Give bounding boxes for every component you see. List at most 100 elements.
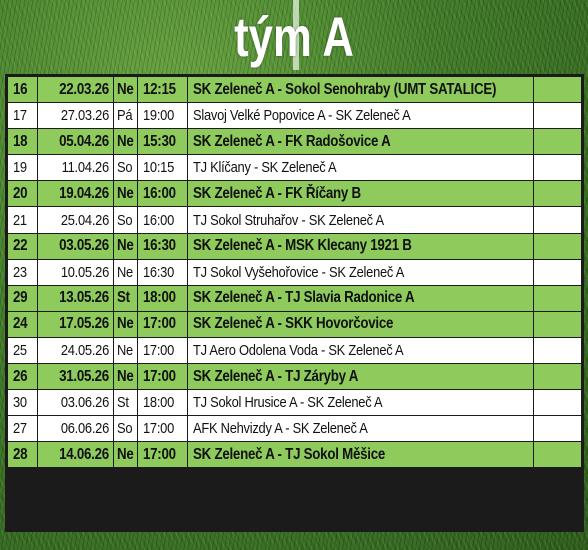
match-cell-text: SK Zeleneč A - FK Radošovice A: [193, 132, 391, 150]
day-cell: Ne: [113, 441, 138, 469]
empty-cell: [533, 232, 582, 260]
empty-cell: [533, 154, 582, 182]
round-cell-text: 27: [13, 420, 27, 438]
time-cell-text: 17:00: [143, 341, 175, 359]
round-cell-text: 19: [13, 159, 27, 177]
match-cell: SK Zeleneč A - TJ Sokol Měšice: [187, 441, 534, 469]
schedule-table-wrap: 16 22.03.26 Ne 12:15 SK Zeleneč A - Sokol Se…: [5, 74, 584, 532]
time-cell-text: 17:00: [143, 445, 176, 463]
match-cell-text: SK Zeleneč A - TJ Záryby A: [193, 367, 359, 385]
date-cell-text: 13.05.26: [59, 289, 109, 307]
time-cell-text: 10:15: [143, 159, 175, 177]
empty-cell: [533, 415, 582, 443]
empty-cell: [533, 206, 582, 234]
match-cell: SK Zeleneč A - MSK Klecany 1921 B: [187, 232, 534, 260]
match-cell-text: SK Zeleneč A - SKK Hovorčovice: [193, 315, 394, 333]
match-cell-text: Slavoj Velké Popovice A - SK Zeleneč A: [193, 107, 411, 125]
empty-cell: [533, 389, 582, 417]
round-cell: 30: [7, 389, 38, 417]
match-cell: TJ Sokol Hrusice A - SK Zeleneč A: [187, 389, 534, 417]
round-cell: 27: [7, 415, 38, 443]
day-cell-text: So: [117, 159, 133, 177]
round-cell: 16: [7, 75, 38, 104]
day-cell: Ne: [113, 128, 138, 156]
match-cell-text: TJ Aero Odolena Voda - SK Zeleneč A: [193, 341, 404, 359]
time-cell-text: 16:30: [143, 237, 176, 255]
table-row: 25 24.05.26 Ne 17:00 TJ Aero Odolena Voda - …: [7, 336, 582, 365]
empty-cell: [533, 180, 582, 208]
date-cell: 27.03.26: [37, 102, 114, 130]
time-cell: 16:00: [137, 180, 188, 208]
round-cell-text: 22: [13, 237, 28, 255]
time-cell: 16:00: [137, 206, 188, 234]
match-cell: SK Zeleneč A - FK Říčany B: [187, 180, 534, 208]
table-row: 17 27.03.26 Pá 19:00 Slavoj Velké Popovice A…: [7, 102, 582, 130]
date-cell-text: 24.05.26: [60, 341, 109, 359]
day-cell-text: Ne: [117, 315, 134, 333]
time-cell: 15:30: [137, 128, 188, 156]
table-row: 29 13.05.26 St 18:00 SK Zeleneč A - TJ Slavi…: [7, 284, 582, 312]
day-cell: So: [113, 154, 138, 182]
table-row: 20 19.04.26 Ne 16:00 SK Zeleneč A - FK Říčan…: [7, 180, 582, 208]
table-row: 27 06.06.26 So 17:00 AFK Nehvizdy A - SK Zel…: [7, 415, 582, 443]
match-cell: TJ Sokol Vyšehořovice - SK Zeleneč A: [187, 258, 534, 286]
time-cell-text: 17:00: [143, 315, 176, 333]
round-cell-text: 24: [13, 315, 28, 333]
date-cell-text: 27.03.26: [60, 107, 109, 125]
date-cell-text: 11.04.26: [61, 159, 109, 177]
round-cell: 21: [7, 206, 38, 234]
table-row: 22 03.05.26 Ne 16:30 SK Zeleneč A - MSK Klec…: [7, 232, 582, 260]
time-cell: 18:00: [137, 389, 188, 417]
round-cell-text: 18: [13, 132, 28, 150]
date-cell: 14.06.26: [37, 441, 114, 469]
time-cell: 19:00: [137, 102, 188, 130]
match-cell-text: TJ Sokol Hrusice A - SK Zeleneč A: [193, 394, 383, 412]
day-cell-text: Ne: [117, 237, 134, 255]
round-cell: 17: [7, 102, 38, 130]
empty-cell: [533, 284, 582, 312]
match-cell: SK Zeleneč A - SKK Hovorčovice: [187, 310, 534, 338]
match-cell-text: SK Zeleneč A - TJ Slavia Radonice A: [193, 289, 415, 307]
table-row: 19 11.04.26 So 10:15 TJ Klíčany - SK Zeleneč…: [7, 154, 582, 182]
field-line: [293, 0, 299, 70]
round-cell: 26: [7, 363, 38, 391]
match-cell-text: TJ Sokol Struhařov - SK Zeleneč A: [193, 211, 384, 229]
match-cell: Slavoj Velké Popovice A - SK Zeleneč A: [187, 102, 534, 130]
match-cell-text: SK Zeleneč A - MSK Klecany 1921 B: [193, 237, 412, 255]
day-cell: So: [113, 206, 138, 234]
day-cell-text: So: [117, 420, 133, 438]
round-cell-text: 16: [13, 80, 28, 98]
time-cell-text: 18:00: [143, 394, 175, 412]
day-cell-text: So: [117, 211, 133, 229]
empty-cell: [533, 102, 582, 130]
day-cell-text: St: [117, 289, 130, 307]
match-cell: AFK Nehvizdy A - SK Zeleneč A: [187, 415, 534, 443]
schedule-table: 16 22.03.26 Ne 12:15 SK Zeleneč A - Sokol Se…: [7, 75, 582, 469]
round-cell: 28: [7, 441, 38, 469]
time-cell: 16:30: [137, 258, 188, 286]
match-cell-text: SK Zeleneč A - TJ Sokol Měšice: [193, 445, 386, 463]
day-cell: Ne: [113, 258, 138, 286]
round-cell: 22: [7, 232, 38, 260]
day-cell: St: [113, 389, 138, 417]
match-cell-text: AFK Nehvizdy A - SK Zeleneč A: [193, 420, 368, 438]
day-cell: So: [113, 415, 138, 443]
date-cell-text: 03.06.26: [60, 394, 109, 412]
empty-cell: [533, 75, 582, 104]
match-cell: SK Zeleneč A - TJ Slavia Radonice A: [187, 284, 534, 312]
day-cell: Ne: [113, 180, 138, 208]
day-cell-text: Ne: [117, 341, 133, 359]
match-cell-text: SK Zeleneč A - FK Říčany B: [193, 184, 361, 202]
time-cell-text: 17:00: [143, 420, 175, 438]
match-cell: TJ Aero Odolena Voda - SK Zeleneč A: [187, 336, 534, 365]
round-cell: 20: [7, 180, 38, 208]
day-cell: Ne: [113, 75, 138, 104]
date-cell: 31.05.26: [37, 363, 114, 391]
match-cell: TJ Sokol Struhařov - SK Zeleneč A: [187, 206, 534, 234]
table-row: 16 22.03.26 Ne 12:15 SK Zeleneč A - Sokol Se…: [7, 75, 582, 104]
round-cell-text: 29: [13, 289, 28, 307]
round-cell-text: 28: [13, 445, 28, 463]
round-cell: 29: [7, 284, 38, 312]
time-cell-text: 15:30: [143, 132, 176, 150]
date-cell: 10.05.26: [37, 258, 114, 286]
